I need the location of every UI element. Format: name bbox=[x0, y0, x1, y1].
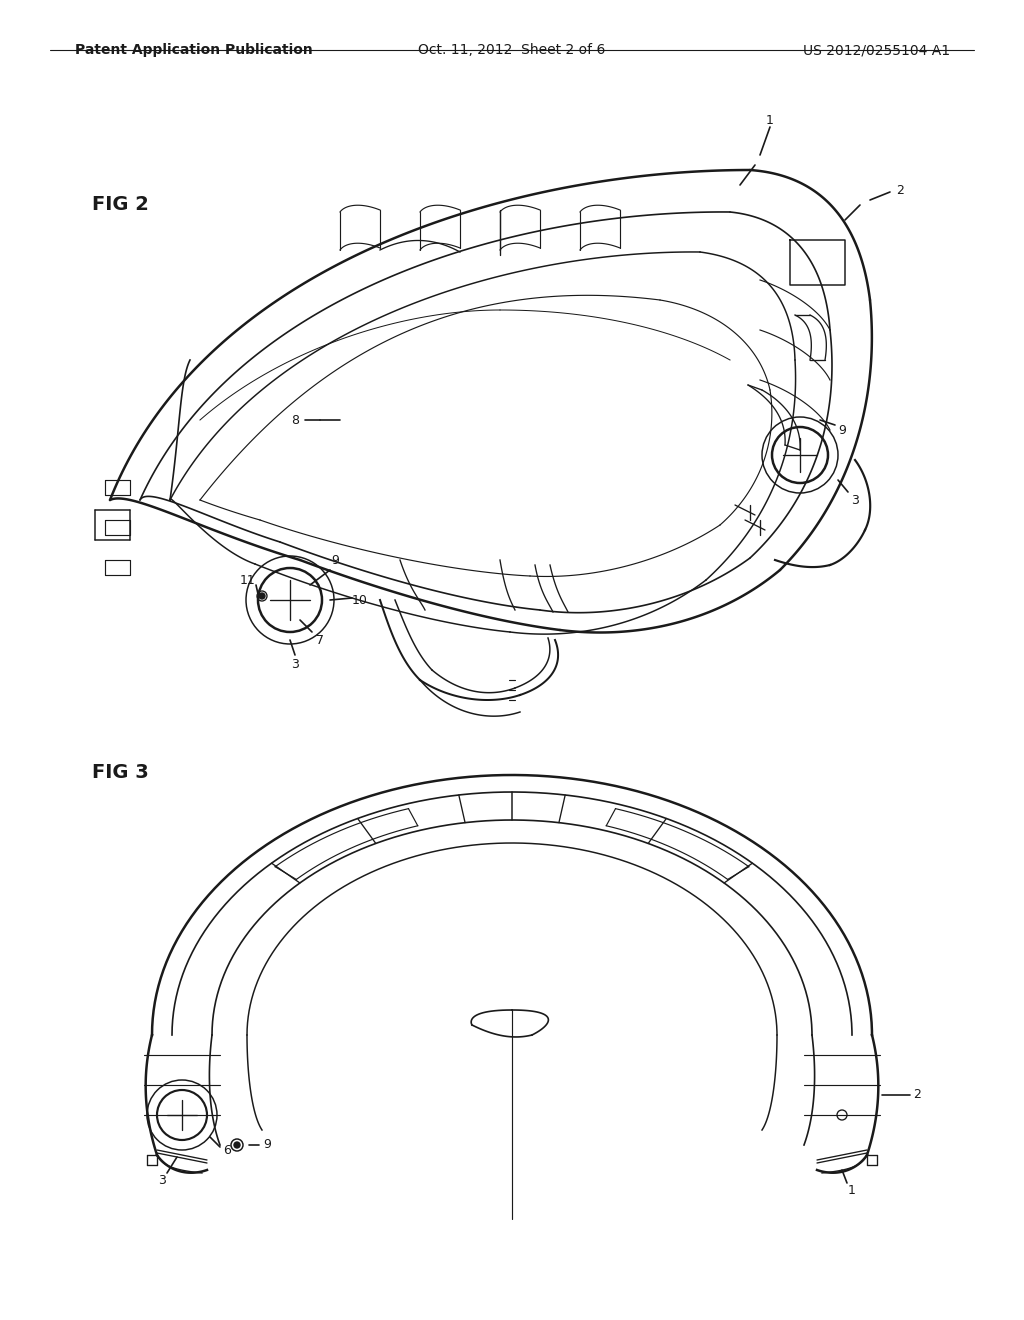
Text: 2: 2 bbox=[896, 183, 904, 197]
Text: 11: 11 bbox=[240, 573, 256, 586]
Text: 2: 2 bbox=[913, 1089, 921, 1101]
Text: 3: 3 bbox=[851, 494, 859, 507]
Text: Oct. 11, 2012  Sheet 2 of 6: Oct. 11, 2012 Sheet 2 of 6 bbox=[419, 44, 605, 57]
Text: FIG 2: FIG 2 bbox=[92, 195, 150, 214]
Text: 3: 3 bbox=[158, 1173, 166, 1187]
Text: 8: 8 bbox=[291, 413, 299, 426]
Text: FIG 3: FIG 3 bbox=[92, 763, 148, 781]
Text: 9: 9 bbox=[263, 1138, 271, 1151]
Text: Patent Application Publication: Patent Application Publication bbox=[75, 44, 312, 57]
Text: 9: 9 bbox=[331, 553, 339, 566]
Text: US 2012/0255104 A1: US 2012/0255104 A1 bbox=[803, 44, 950, 57]
Text: 9: 9 bbox=[838, 424, 846, 437]
Text: 1: 1 bbox=[848, 1184, 856, 1196]
Text: 7: 7 bbox=[316, 634, 324, 647]
Text: 3: 3 bbox=[291, 659, 299, 672]
Text: 1: 1 bbox=[766, 114, 774, 127]
Text: 6: 6 bbox=[223, 1143, 231, 1156]
Circle shape bbox=[259, 593, 265, 599]
Text: 10: 10 bbox=[352, 594, 368, 606]
Circle shape bbox=[234, 1142, 240, 1148]
